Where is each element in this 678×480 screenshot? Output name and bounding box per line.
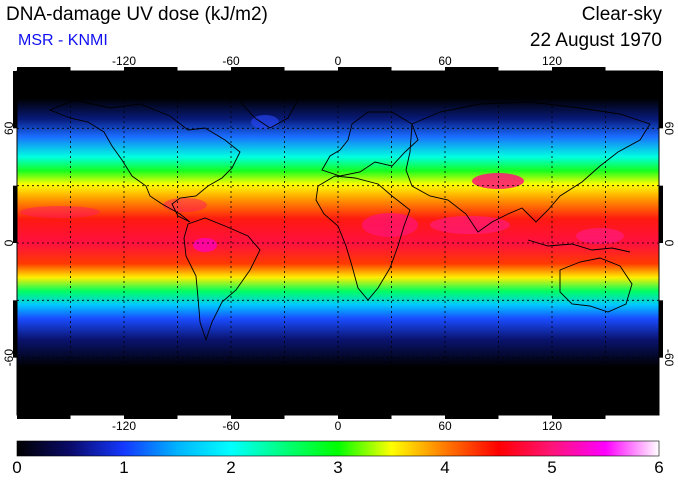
latitude-tick-label: 60 [662, 122, 676, 136]
longitude-tick-label: -60 [222, 54, 240, 68]
frame-bar [445, 67, 499, 71]
colorbar-tick-label: 3 [333, 458, 343, 477]
frame-bar [338, 415, 392, 419]
longitude-tick-label: 60 [438, 54, 452, 68]
frame-bar [338, 67, 392, 71]
coast-asia [405, 101, 651, 233]
sky-condition-label: Clear-sky [581, 4, 662, 25]
longitude-tick-label: 120 [542, 419, 562, 433]
hotspot-africa [362, 213, 418, 237]
frame-bar [13, 71, 17, 129]
hotspot-tibet [472, 173, 524, 189]
longitude-tick-label: -120 [112, 419, 136, 433]
map-title: DNA-damage UV dose (kJ/m2) [6, 4, 268, 25]
date-label: 22 August 1970 [529, 30, 662, 51]
frame-bar [552, 67, 606, 71]
colorbar-tick-label: 4 [440, 458, 450, 477]
hotspot-pacific [20, 206, 100, 218]
frame-bar [124, 67, 178, 71]
frame-bar [13, 185, 17, 243]
longitude-tick-label: 0 [335, 54, 342, 68]
organization-label: MSR - KNMI [18, 32, 108, 49]
coast-south-america [183, 217, 261, 342]
frame-bar [552, 415, 606, 419]
frame-bar [659, 300, 663, 358]
colorbar-tick-label: 2 [226, 458, 236, 477]
coast-indonesia [527, 239, 631, 253]
longitude-labels-bottom: -120 -60 0 60 120 [112, 419, 562, 433]
latitude-tick-label: 0 [662, 240, 676, 247]
latitude-tick-label: -60 [2, 349, 16, 367]
frame-ticks [13, 67, 663, 419]
latitude-tick-label: 0 [2, 239, 16, 246]
frame-bar [231, 415, 285, 419]
coast-africa [315, 175, 411, 301]
longitude-tick-label: -60 [222, 419, 240, 433]
hotspot-india [430, 216, 510, 234]
colorbar-tick-label: 0 [12, 458, 22, 477]
colorbar-tick-label: 1 [119, 458, 129, 477]
colorbar-tick-label: 5 [547, 458, 557, 477]
arctic-low-patch [251, 115, 279, 129]
frame-bar [231, 67, 285, 71]
longitude-labels-top: -120 -60 0 60 120 [112, 54, 562, 68]
latitude-tick-label: 60 [2, 121, 16, 135]
frame-bar [659, 71, 663, 129]
frame-bar [13, 300, 17, 358]
coast-antarctica [17, 389, 659, 399]
graticule [17, 71, 659, 415]
frame-bar [124, 415, 178, 419]
longitude-tick-label: 60 [438, 419, 452, 433]
latitude-tick-label: -60 [662, 349, 676, 367]
hotspot-indonesia [576, 228, 624, 244]
latitude-labels-right: 60 0 -60 [662, 122, 676, 367]
longitude-tick-label: 120 [542, 54, 562, 68]
coast-north-america [48, 99, 241, 223]
colorbar [16, 440, 660, 457]
longitude-tick-label: -120 [112, 54, 136, 68]
frame-bar [659, 185, 663, 243]
frame-bar [17, 415, 71, 419]
hotspot-caribbean [163, 198, 207, 212]
coast-greenland [239, 83, 301, 129]
colorbar-tick-label: 6 [654, 458, 664, 477]
longitude-tick-label: 0 [335, 419, 342, 433]
coastlines [17, 83, 659, 399]
frame-bar [17, 67, 71, 71]
frame-bar [445, 415, 499, 419]
hotspot-andes [193, 238, 217, 252]
latitude-labels-left: 60 0 -60 [2, 121, 16, 366]
